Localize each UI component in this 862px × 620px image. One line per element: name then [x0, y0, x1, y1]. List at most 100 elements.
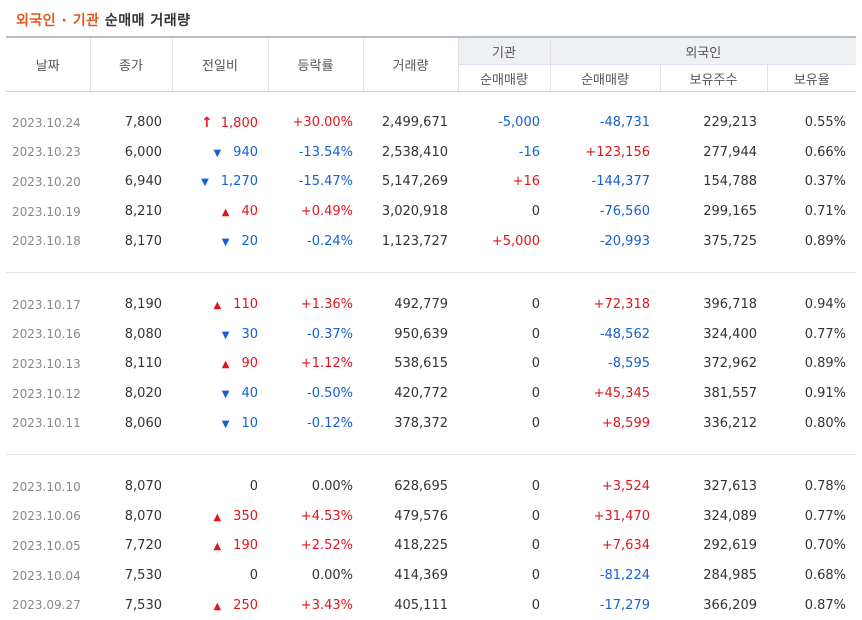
spacer-cell [6, 274, 856, 290]
down-triangle-icon: ▼ [221, 236, 230, 248]
cell-close: 8,110 [124, 356, 162, 372]
cell-foreign-ratio: 0.91% [804, 386, 847, 402]
cell-rate: +4.53% [300, 508, 353, 524]
cell-close: 6,000 [124, 144, 162, 160]
cell-institution-net: +5,000 [491, 233, 540, 249]
cell-change: 0 [172, 472, 268, 502]
header-close: 종가 [89, 37, 172, 92]
cell-volume: 414,369 [394, 568, 448, 584]
cell-foreign-net: -144,377 [591, 174, 650, 190]
table-row: 2023.09.27 7,530 ▲ 250 +3.43% 405,111 0 -17,279… [6, 590, 856, 620]
cell-foreign-holdings: 284,985 [703, 568, 757, 584]
cell-rate: -13.54% [298, 144, 353, 160]
cell-foreign-holdings: 229,213 [703, 115, 757, 131]
cell-rate: 0.00% [311, 568, 353, 584]
cell-foreign-ratio: 0.87% [804, 597, 847, 613]
cell-date: 2023.10.19 [12, 204, 81, 219]
cell-foreign-ratio: 0.37% [804, 174, 847, 190]
cell-date: 2023.10.23 [12, 145, 81, 160]
cell-institution-net: 0 [531, 568, 540, 584]
spacer-cell [6, 438, 856, 455]
cell-volume: 5,147,269 [381, 174, 448, 190]
cell-close: 8,070 [124, 508, 162, 524]
cell-date: 2023.10.18 [12, 234, 81, 249]
cell-foreign-net: -20,993 [599, 233, 650, 249]
divider-cell [6, 454, 857, 456]
cell-rate: -15.47% [298, 174, 353, 190]
trading-table: 날짜 종가 전일비 등락률 거래량 기관 외국인 순매매량 순매매량 보유주수 … [6, 36, 857, 620]
cell-rate: -0.12% [307, 415, 353, 431]
up-triangle-icon: ▲ [221, 207, 230, 219]
cell-foreign-holdings: 372,962 [703, 356, 757, 372]
cell-change: ▲ 110 [172, 290, 268, 320]
section-title: 외국인 · 기관 순매매 거래량 [16, 10, 191, 30]
up-triangle-icon: ▲ [213, 600, 222, 612]
divider-cell [6, 272, 857, 274]
cell-volume: 405,111 [394, 597, 448, 613]
cell-foreign-net: -17,279 [599, 597, 650, 613]
cell-close: 6,940 [124, 174, 162, 190]
cell-change: ▲ 190 [172, 531, 268, 561]
cell-change: ▲ 90 [172, 349, 268, 379]
change-value: 90 [241, 356, 258, 372]
change-value: 350 [233, 508, 258, 524]
cell-foreign-ratio: 0.80% [804, 415, 847, 431]
table-row: 2023.10.12 8,020 ▼ 40 -0.50% 420,772 0 +45,345 3… [6, 379, 856, 409]
cell-close: 8,080 [124, 326, 162, 342]
spacer-cell [6, 92, 856, 109]
up-triangle-icon: ▲ [213, 511, 222, 523]
change-value: 940 [233, 144, 258, 160]
cell-foreign-holdings: 324,400 [703, 326, 757, 342]
group-divider [6, 454, 857, 456]
cell-institution-net: 0 [531, 415, 540, 431]
up-triangle-icon: ▲ [221, 359, 230, 371]
cell-date: 2023.10.16 [12, 327, 81, 342]
cell-foreign-ratio: 0.70% [804, 538, 847, 554]
cell-rate: +1.12% [300, 356, 353, 372]
cell-date: 2023.10.13 [12, 356, 81, 371]
title-institution: 기관 [72, 13, 100, 29]
header-foreign-net: 순매매량 [549, 64, 660, 92]
cell-close: 8,060 [124, 415, 162, 431]
upper-limit-arrow-icon: ↑ [201, 114, 213, 131]
cell-volume: 2,538,410 [381, 144, 448, 160]
cell-close: 8,070 [124, 479, 162, 495]
title-dot: · [56, 13, 73, 29]
cell-volume: 950,639 [394, 326, 448, 342]
down-triangle-icon: ▼ [221, 389, 230, 401]
change-value: 30 [241, 326, 258, 342]
title-foreign: 외국인 [16, 13, 57, 29]
table-row: 2023.10.19 8,210 ▲ 40 +0.49% 3,020,918 0 -76,56… [6, 197, 856, 227]
change-value: 250 [233, 597, 258, 613]
group-divider [6, 272, 857, 274]
cell-rate: -0.37% [307, 326, 353, 342]
down-triangle-icon: ▼ [221, 329, 230, 341]
cell-foreign-holdings: 381,557 [703, 386, 757, 402]
cell-institution-net: 0 [531, 508, 540, 524]
cell-rate: -0.50% [307, 386, 353, 402]
cell-foreign-holdings: 336,212 [703, 415, 757, 431]
change-value: 0 [249, 479, 258, 495]
header-foreign-ratio: 보유율 [766, 64, 857, 92]
cell-institution-net: -5,000 [498, 115, 540, 131]
cell-foreign-net: +72,318 [593, 297, 650, 313]
cell-foreign-net: -48,562 [599, 326, 650, 342]
cell-close: 8,170 [124, 233, 162, 249]
cell-institution-net: 0 [531, 326, 540, 342]
cell-foreign-net: +123,156 [585, 144, 650, 160]
cell-institution-net: 0 [531, 597, 540, 613]
cell-date: 2023.10.06 [12, 509, 81, 524]
cell-volume: 2,499,671 [381, 115, 448, 131]
table-row: 2023.10.17 8,190 ▲ 110 +1.36% 492,779 0 +72,318… [6, 290, 856, 320]
cell-change: ▼ 40 [172, 379, 268, 409]
cell-rate: +0.49% [300, 204, 353, 220]
group-spacer [6, 256, 856, 273]
cell-volume: 420,772 [394, 386, 448, 402]
cell-close: 7,720 [124, 538, 162, 554]
change-value: 40 [241, 204, 258, 220]
table-row: 2023.10.06 8,070 ▲ 350 +4.53% 479,576 0 +31,470… [6, 502, 856, 532]
cell-rate: +30.00% [292, 115, 353, 131]
cell-change: ▲ 350 [172, 502, 268, 532]
cell-date: 2023.10.04 [12, 568, 81, 583]
down-triangle-icon: ▼ [221, 418, 230, 430]
